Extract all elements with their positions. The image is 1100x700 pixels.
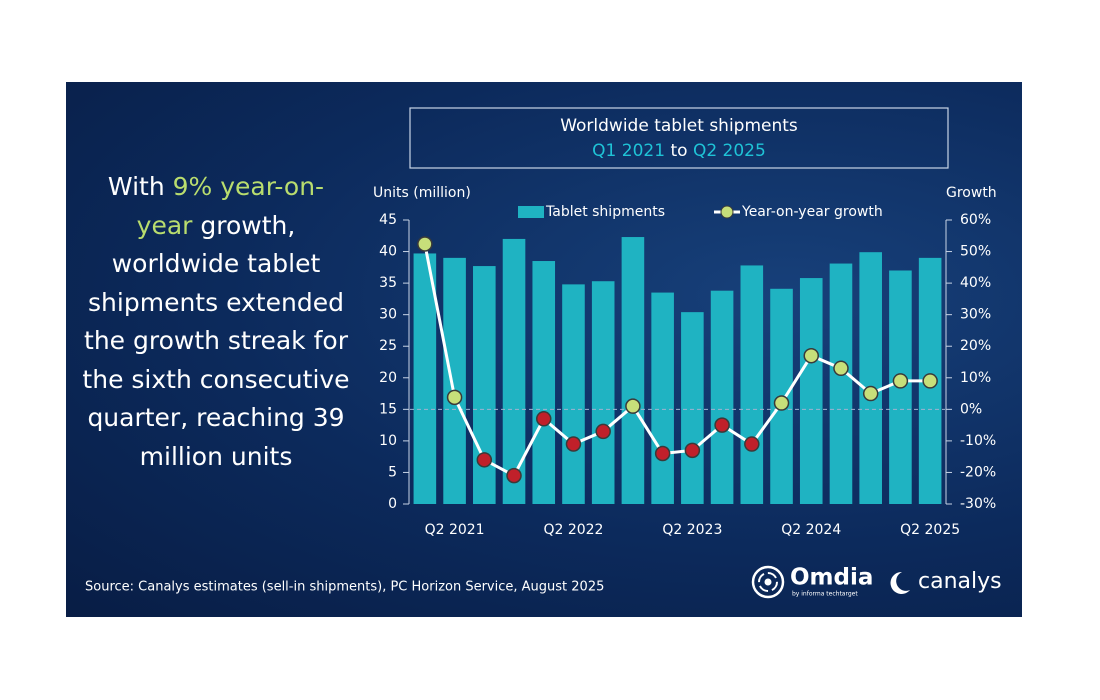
canalys-logo: canalys: [890, 569, 1002, 594]
y-tick-label: 45: [379, 212, 397, 228]
y-tick-label: 0: [388, 496, 397, 512]
omdia-name: Omdia: [790, 565, 873, 591]
y-tick-label: 40: [379, 244, 397, 260]
y-tick-label: 30: [379, 307, 397, 323]
point: [833, 360, 849, 377]
y2-tick-label: 50%: [960, 244, 991, 260]
x-tick-label: Q2 2025: [900, 522, 960, 538]
point: [922, 373, 938, 389]
legend-swatch: [720, 205, 734, 219]
point: [476, 452, 493, 468]
y2-tick-label: -20%: [960, 464, 996, 480]
y2-tick-label: 40%: [960, 275, 991, 291]
bar: [443, 257, 466, 504]
headline-start: With: [107, 172, 165, 201]
title-box: [409, 107, 949, 169]
y-axis-label: Units (million): [373, 185, 471, 201]
chart-subtitle: Q1 2021 to Q2 2025: [592, 141, 766, 161]
point: [892, 373, 909, 389]
bar: [829, 263, 853, 504]
legend-label: Tablet shipments: [545, 204, 665, 220]
point: [506, 467, 522, 484]
headline-rest: growth, worldwide tablet shipments exten…: [82, 210, 350, 471]
logo-ring: [758, 572, 778, 592]
y-tick-label: 5: [388, 464, 397, 480]
bar: [859, 252, 882, 504]
y-tick-label: 15: [379, 401, 397, 417]
point: [417, 236, 433, 252]
y2-tick-label: 20%: [960, 338, 991, 354]
y2-tick-label: 0%: [960, 401, 982, 417]
line: [423, 243, 931, 478]
point: [714, 417, 730, 433]
y2-axis-label: Growth: [946, 185, 997, 201]
bar: [591, 281, 615, 504]
x-tick-label: Q2 2023: [662, 522, 722, 538]
point: [654, 445, 671, 462]
headline: With 9% year-on-year growth, worldwide t…: [82, 168, 350, 476]
point: [595, 423, 611, 440]
y2-tick-label: 60%: [960, 212, 991, 228]
logo-dot: [764, 578, 772, 586]
point: [862, 385, 879, 402]
point: [803, 347, 819, 364]
x-tick-label: Q2 2021: [425, 522, 485, 538]
y2-tick-label: 10%: [960, 370, 991, 386]
bar: [562, 284, 585, 504]
y-tick-label: 10: [379, 433, 397, 449]
subtitle-joiner: to: [670, 141, 687, 161]
y2-tick-label: -30%: [960, 496, 996, 512]
y-tick-label: 20: [379, 370, 397, 386]
point: [625, 398, 641, 414]
legend-label: Year-on-year growth: [741, 204, 883, 220]
bar: [413, 253, 437, 504]
point: [744, 436, 760, 452]
y2-tick-label: 30%: [960, 307, 991, 323]
bar: [502, 238, 526, 504]
bar: [621, 237, 645, 505]
subtitle-start: Q1 2021: [592, 141, 665, 161]
subtitle-end: Q2 2025: [693, 141, 766, 161]
source: Source: Canalys estimates (sell-in shipm…: [85, 580, 604, 595]
bar: [651, 292, 674, 504]
bar: [532, 261, 556, 504]
bar: [710, 290, 734, 504]
y2-tick-label: -10%: [960, 433, 996, 449]
x-tick-label: Q2 2022: [543, 522, 603, 538]
headline-highlight: 9% year-on-year: [136, 172, 325, 240]
point: [684, 442, 701, 459]
x-tick-label: Q2 2024: [781, 522, 841, 538]
point: [536, 411, 552, 427]
logo-mark: [890, 571, 910, 594]
logo-ring: [751, 565, 785, 599]
legend-swatch: [518, 206, 544, 218]
bar: [740, 265, 764, 504]
canalys-name: canalys: [918, 569, 1002, 594]
omdia-tagline: by informa techtarget: [792, 591, 858, 598]
omdia-logo: Omdia by informa techtarget: [751, 565, 873, 599]
bar: [799, 278, 823, 504]
point: [446, 389, 463, 406]
bar: [681, 312, 704, 504]
chart-title: Worldwide tablet shipments: [560, 116, 798, 136]
bar: [473, 266, 496, 504]
point: [565, 436, 582, 452]
point: [773, 395, 790, 411]
y-tick-label: 25: [379, 338, 397, 354]
y-tick-label: 35: [379, 275, 397, 291]
